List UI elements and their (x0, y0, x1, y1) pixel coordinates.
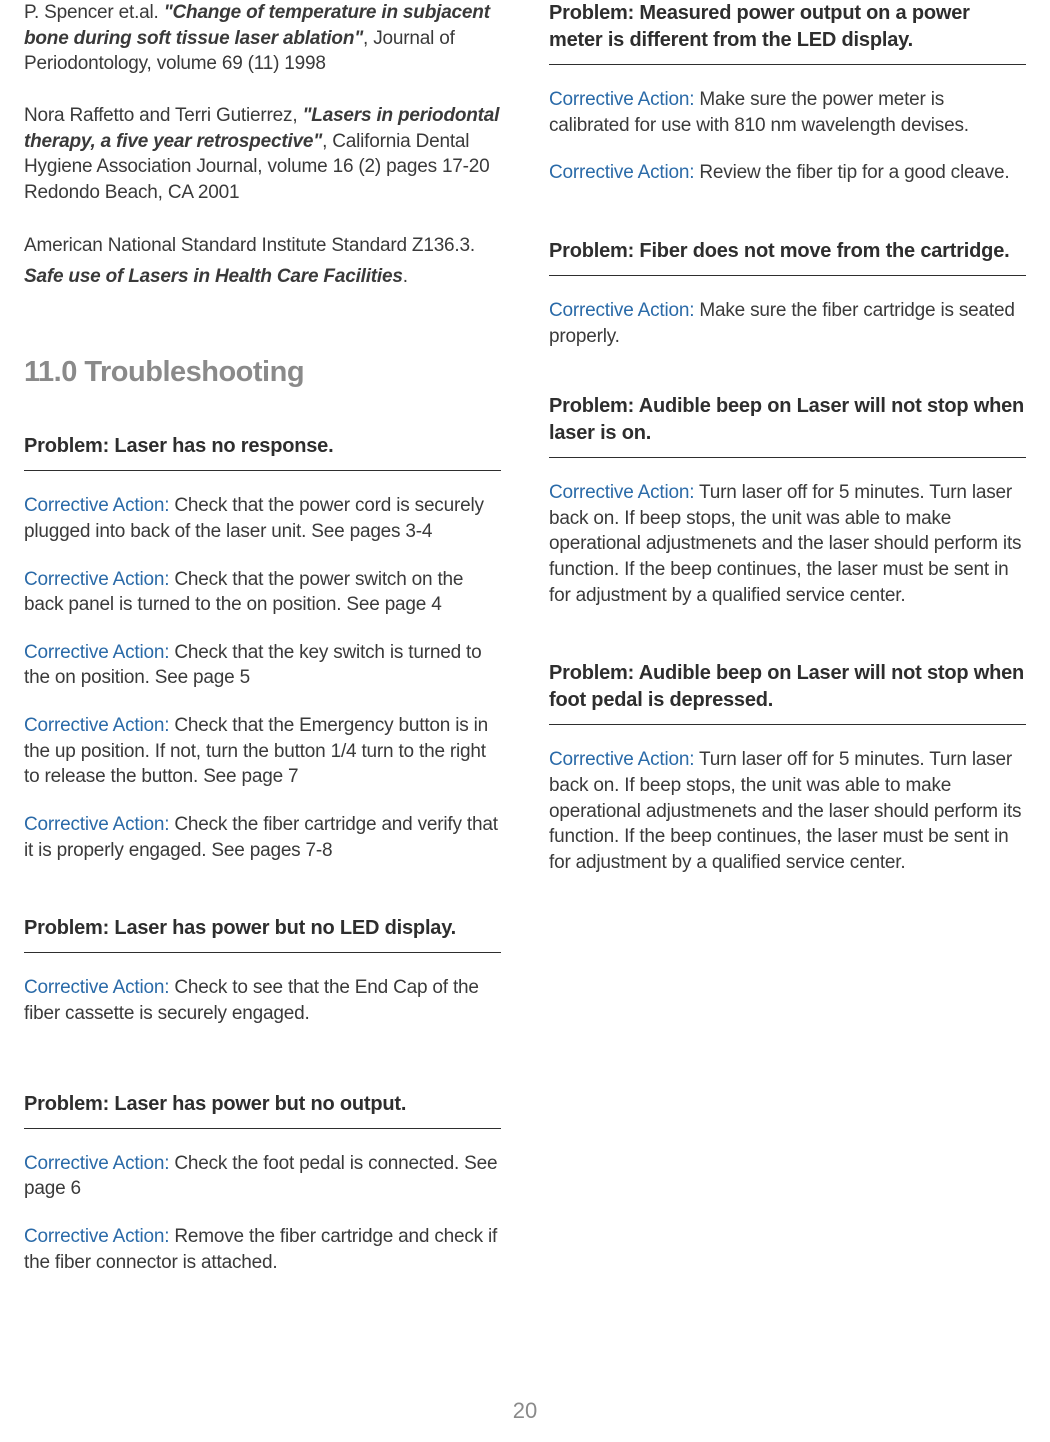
problem-title: Problem: Laser has no response. (24, 433, 501, 471)
corrective-action: Corrective Action: Check that the Emerge… (24, 713, 501, 790)
ref-pre: American National Standard Institute Sta… (24, 235, 475, 256)
corrective-action: Corrective Action: Make sure the power m… (549, 87, 1026, 138)
action-label: Corrective Action: (549, 162, 699, 183)
corrective-action: Corrective Action: Check that the key sw… (24, 640, 501, 691)
problem-title: Problem: Audible beep on Laser will not … (549, 393, 1026, 458)
reference-0: P. Spencer et.al. "Change of temperature… (24, 0, 501, 77)
reference-2: American National Standard Institute Sta… (24, 231, 501, 292)
corrective-action: Corrective Action: Check that the power … (24, 567, 501, 618)
page-columns: P. Spencer et.al. "Change of temperature… (24, 0, 1026, 1327)
action-label: Corrective Action: (549, 749, 699, 770)
problem-title: Problem: Laser has power but no LED disp… (24, 915, 501, 953)
ref-title: Safe use of Lasers in Health Care Facili… (24, 266, 403, 287)
corrective-action: Corrective Action: Check to see that the… (24, 975, 501, 1026)
ref-pre: Nora Raffetto and Terri Gutierrez, (24, 105, 302, 126)
corrective-action: Corrective Action: Check the fiber cartr… (24, 812, 501, 863)
action-label: Corrective Action: (24, 569, 174, 590)
ref-pre: P. Spencer et.al. (24, 2, 164, 23)
reference-1: Nora Raffetto and Terri Gutierrez, "Lase… (24, 103, 501, 206)
problem-title: Problem: Measured power output on a powe… (549, 0, 1026, 65)
problem-block: Problem: Laser has power but no LED disp… (24, 915, 501, 1026)
problem-block: Problem: Laser has power but no output. … (24, 1091, 501, 1276)
action-label: Corrective Action: (24, 495, 174, 516)
corrective-action: Corrective Action: Check the foot pedal … (24, 1151, 501, 1202)
action-label: Corrective Action: (24, 715, 174, 736)
right-column: Problem: Measured power output on a powe… (549, 0, 1026, 1327)
problem-title: Problem: Fiber does not move from the ca… (549, 238, 1026, 276)
problem-block: Problem: Fiber does not move from the ca… (549, 238, 1026, 349)
action-label: Corrective Action: (549, 482, 699, 503)
page-number: 20 (0, 1398, 1050, 1424)
corrective-action: Corrective Action: Turn laser off for 5 … (549, 747, 1026, 875)
problem-block: Problem: Audible beep on Laser will not … (549, 393, 1026, 608)
corrective-action: Corrective Action: Make sure the fiber c… (549, 298, 1026, 349)
action-label: Corrective Action: (24, 1153, 174, 1174)
section-heading: 11.0 Troubleshooting (24, 356, 501, 389)
corrective-action: Corrective Action: Remove the fiber cart… (24, 1224, 501, 1275)
problem-title: Problem: Laser has power but no output. (24, 1091, 501, 1129)
problem-block: Problem: Audible beep on Laser will not … (549, 660, 1026, 875)
action-label: Corrective Action: (24, 977, 174, 998)
action-label: Corrective Action: (24, 1226, 174, 1247)
action-label: Corrective Action: (549, 89, 699, 110)
left-column: P. Spencer et.al. "Change of temperature… (24, 0, 501, 1327)
problem-title: Problem: Audible beep on Laser will not … (549, 660, 1026, 725)
ref-post: . (403, 266, 408, 287)
problem-block: Problem: Laser has no response. Correcti… (24, 433, 501, 863)
action-label: Corrective Action: (24, 642, 174, 663)
corrective-action: Corrective Action: Turn laser off for 5 … (549, 480, 1026, 608)
corrective-action: Corrective Action: Review the fiber tip … (549, 160, 1026, 186)
action-text: Review the fiber tip for a good cleave. (699, 162, 1009, 183)
action-label: Corrective Action: (549, 300, 699, 321)
corrective-action: Corrective Action: Check that the power … (24, 493, 501, 544)
problem-block: Problem: Measured power output on a powe… (549, 0, 1026, 186)
action-label: Corrective Action: (24, 814, 174, 835)
